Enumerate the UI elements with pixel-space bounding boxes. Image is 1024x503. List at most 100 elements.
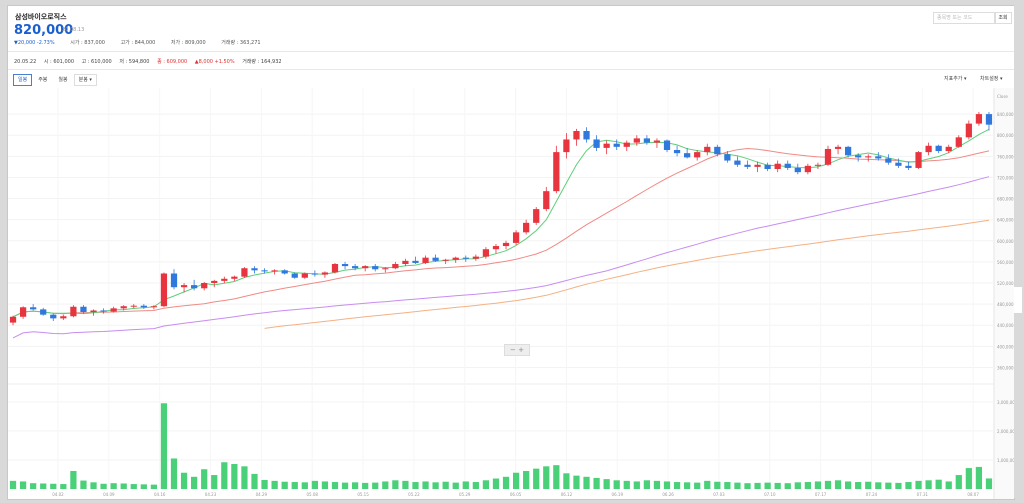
- volume-bar: [321, 481, 329, 489]
- scrollbar-thumb[interactable]: [1014, 287, 1022, 313]
- volume-bar: [150, 484, 158, 489]
- tab-monthly[interactable]: 월봉: [58, 77, 68, 83]
- candle-body: [764, 164, 771, 169]
- price-chart[interactable]: 360,000 400,000 440,000 480,000 520,000 560,0…: [8, 88, 1014, 499]
- date-tick-label: 05.22: [408, 492, 420, 497]
- candle-body: [140, 305, 147, 308]
- volume-bar: [392, 480, 399, 489]
- info-date: 20.05.22: [14, 59, 37, 65]
- candle-body: [824, 148, 832, 165]
- info-volume: 거래량 : 164,932: [242, 59, 282, 65]
- search-input[interactable]: 종목명 또는 코드: [933, 12, 996, 24]
- volume-tick-label: 3,000,000: [997, 400, 1014, 405]
- candle-body: [271, 270, 278, 272]
- search-button[interactable]: 조회: [994, 12, 1012, 24]
- candle-body: [935, 145, 942, 152]
- volume-bar: [271, 480, 278, 489]
- candle-body: [945, 146, 952, 152]
- candle-body: [623, 142, 630, 147]
- volume-bar: [814, 481, 822, 489]
- date-tick-label: 06.12: [561, 492, 573, 497]
- volume-bar: [462, 481, 469, 489]
- date-tick-label: 05.15: [357, 492, 369, 497]
- scrollbar[interactable]: [1014, 5, 1022, 498]
- candle-body: [70, 306, 77, 317]
- date-tick-label: 04.16: [154, 492, 166, 497]
- price-tick-label: 680,000: [997, 197, 1014, 202]
- volume-bar: [523, 470, 530, 489]
- chart-settings-button[interactable]: 차트설정 ▾: [980, 75, 1003, 82]
- volume-bar: [50, 483, 57, 489]
- tab-minute[interactable]: 분봉 ▾: [73, 74, 97, 86]
- tab-minute-label: 분봉: [78, 77, 88, 83]
- tab-daily[interactable]: 일봉: [13, 74, 33, 86]
- volume-bar: [784, 483, 791, 489]
- candle-body: [331, 264, 339, 273]
- candle-body: [694, 152, 701, 158]
- moving-average-120: [264, 219, 990, 329]
- volume-bar: [834, 480, 842, 489]
- candle-body: [130, 305, 137, 307]
- candle-body: [593, 139, 600, 148]
- tab-weekly[interactable]: 주봉: [38, 77, 48, 83]
- candle-body: [784, 163, 791, 168]
- candle-body: [422, 257, 429, 263]
- volume-bar: [201, 469, 208, 489]
- price-date: 20.08.13: [62, 27, 85, 33]
- candle-body: [60, 316, 67, 319]
- volume-bar: [281, 481, 288, 489]
- candle-body: [201, 283, 208, 289]
- candle-body: [794, 167, 801, 173]
- volume-bar: [704, 480, 711, 489]
- volume-bar: [422, 481, 429, 489]
- candle-body: [834, 146, 842, 149]
- volume-bar: [583, 476, 590, 489]
- price-tick-label: 440,000: [997, 323, 1014, 328]
- candle-body: [19, 307, 27, 317]
- candle-body: [180, 285, 188, 288]
- candle-body: [955, 137, 962, 147]
- candle-body: [633, 138, 640, 143]
- volume-bar: [875, 482, 882, 489]
- candle-body: [150, 306, 158, 308]
- chevron-down-icon: ▾: [962, 76, 967, 82]
- date-tick-label: 04.23: [205, 492, 217, 497]
- candle-body: [110, 308, 117, 312]
- candle-body: [482, 249, 490, 257]
- price-tick-label: 840,000: [997, 112, 1014, 117]
- candle-body: [563, 139, 570, 153]
- candle-body: [875, 156, 882, 159]
- candle-body: [915, 152, 922, 168]
- quote-row: ▼20,000 -2.73% 시가 : 837,000 고가 : 844,000…: [14, 39, 275, 46]
- volume-bar: [563, 473, 570, 489]
- volume-bar: [60, 484, 67, 489]
- volume-bar: [935, 479, 942, 489]
- volume-bar: [452, 482, 459, 489]
- add-indicator-button[interactable]: 지표추가 ▾: [944, 75, 967, 82]
- volume-bar: [603, 479, 610, 489]
- price-tick-label: 600,000: [997, 239, 1014, 244]
- volume-bar: [311, 480, 318, 489]
- volume-bar: [673, 482, 681, 489]
- candle-body: [30, 307, 37, 310]
- volume-bar: [19, 481, 27, 489]
- candle-body: [251, 268, 258, 271]
- volume-bar: [643, 480, 651, 489]
- date-tick-label: 07.17: [815, 492, 827, 497]
- date-tick-label: 07.24: [866, 492, 878, 497]
- volume-bar: [221, 462, 228, 489]
- candle-body: [533, 209, 540, 223]
- candle-body: [412, 260, 419, 263]
- zoom-control[interactable]: − +: [504, 344, 530, 356]
- volume-bar: [180, 472, 188, 489]
- price-tick-label: 360,000: [997, 365, 1014, 370]
- price-axis-bg: [994, 88, 1014, 499]
- candle-body: [442, 259, 449, 261]
- date-tick-label: 06.05: [510, 492, 522, 497]
- volume-bar: [975, 466, 983, 489]
- candle-body: [281, 270, 288, 274]
- volume-bar: [553, 465, 560, 489]
- candle-body: [774, 163, 781, 169]
- candle-body: [502, 242, 510, 247]
- price-tick-label: 480,000: [997, 302, 1014, 307]
